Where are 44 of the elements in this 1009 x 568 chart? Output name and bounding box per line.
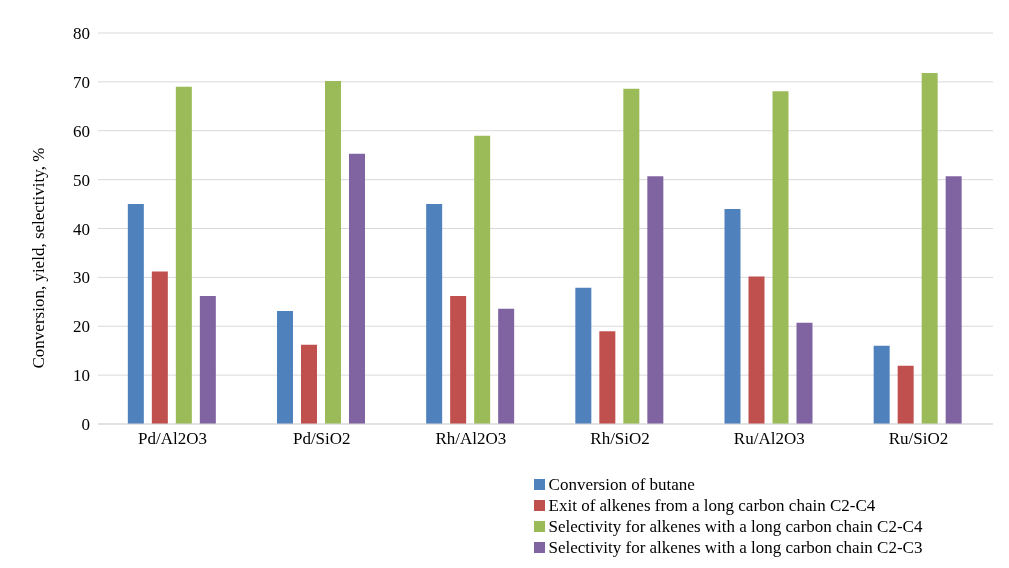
- bar: [151, 271, 168, 424]
- bar: [647, 176, 664, 424]
- x-tick-label: Rh/Al2O3: [435, 429, 507, 449]
- x-tick-label: Rh/SiO2: [590, 429, 650, 449]
- y-tick-label: 20: [73, 317, 90, 337]
- bar: [325, 80, 341, 424]
- bar: [199, 295, 216, 424]
- bar: [724, 208, 741, 424]
- bar: [748, 276, 765, 424]
- y-tick-label: 10: [73, 366, 90, 386]
- bar: [450, 295, 467, 424]
- bar: [623, 88, 640, 424]
- y-tick-label: 50: [73, 170, 90, 190]
- bar: [301, 344, 317, 424]
- bar: [873, 345, 890, 424]
- bar: [575, 287, 592, 424]
- x-tick-label: Ru/SiO2: [888, 429, 949, 449]
- x-tick-label: Pd/SiO2: [292, 429, 351, 449]
- y-tick-label: 60: [73, 121, 90, 141]
- bar: [175, 86, 192, 424]
- y-tick-label: 40: [73, 219, 90, 239]
- bar: [599, 331, 616, 424]
- bar: [349, 153, 365, 424]
- bar: [772, 91, 789, 424]
- bar: [498, 308, 515, 424]
- x-tick-label: Pd/Al2O3: [138, 429, 208, 449]
- bar: [796, 322, 813, 424]
- bar: [277, 311, 293, 424]
- y-tick-label: 0: [81, 415, 90, 435]
- legend-label: Exit of alkenes from a long carbon chain C2-C4: [548, 495, 876, 516]
- y-axis-title: Conversion, yield, selectivity, %: [29, 147, 49, 369]
- bar: [426, 204, 443, 424]
- y-tick-label: 80: [73, 24, 90, 44]
- y-tick-label: 70: [73, 72, 90, 92]
- legend-label: Selectivity for alkenes with a long carbon chain C2-C4: [548, 516, 923, 537]
- x-tick-label: Ru/Al2O3: [733, 429, 805, 449]
- bar: [921, 73, 938, 424]
- bar: [127, 204, 144, 424]
- bar: [474, 135, 491, 424]
- y-tick-label: 30: [73, 268, 90, 288]
- bar: [945, 176, 962, 424]
- legend-label: Conversion of butane: [548, 474, 695, 495]
- bar: [897, 365, 914, 424]
- legend-label: Selectivity for alkenes with a long carbon chain C2-C3: [548, 537, 923, 558]
